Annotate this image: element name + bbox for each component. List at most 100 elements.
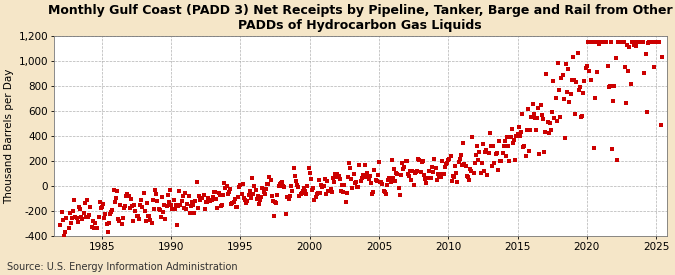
Point [358,173,369,177]
Point [194,197,205,202]
Point [174,188,185,193]
Point [421,181,432,185]
Point [159,202,169,207]
Point [366,181,377,185]
Point [137,205,148,209]
Point [83,215,94,219]
Point [644,40,655,45]
Point [639,70,650,75]
Point [618,40,629,45]
Point [508,141,518,146]
Point [513,125,524,129]
Point [122,192,133,197]
Point [158,210,169,214]
Point [329,180,340,185]
Point [271,200,281,205]
Point [270,200,281,204]
Point [150,188,161,192]
Point [303,166,314,170]
Point [296,191,307,195]
Point [202,199,213,204]
Title: Monthly Gulf Coast (PADD 3) Net Receipts by Pipeline, Tanker, Barge and Rail fro: Monthly Gulf Coast (PADD 3) Net Receipts… [48,4,672,32]
Point [261,187,271,192]
Point [257,185,268,190]
Point [192,205,203,210]
Point [304,171,315,175]
Point [620,65,630,69]
Point [450,164,460,168]
Point [524,127,535,132]
Point [462,175,473,180]
Point [473,158,484,163]
Point [145,218,156,222]
Point [235,182,246,187]
Point [649,40,660,45]
Point [600,40,611,45]
Point [61,215,72,220]
Point [589,146,599,150]
Point [337,183,348,187]
Point [468,170,479,175]
Point [497,151,508,156]
Point [223,190,234,194]
Point [433,174,444,179]
Point [79,201,90,206]
Point [153,207,164,211]
Point [197,196,208,200]
Point [160,217,171,221]
Point [490,152,501,156]
Point [182,202,193,206]
Point [285,193,296,198]
Point [626,40,637,45]
Point [82,198,92,202]
Point [103,230,113,234]
Point [545,128,556,132]
Point [482,173,493,177]
Point [485,144,496,148]
Point [254,202,265,206]
Point [331,175,342,179]
Point [509,138,520,143]
Point [290,179,301,183]
Point [556,76,567,81]
Point [292,182,302,187]
Point [355,179,366,184]
Point [86,225,97,229]
Point [517,111,528,116]
Point [265,178,276,183]
Point [599,40,610,45]
Point [583,40,593,45]
Point [92,226,103,230]
Point [377,182,388,186]
Point [571,80,582,85]
Point [168,198,179,202]
Point [615,40,626,45]
Point [498,144,509,148]
Point [495,158,506,163]
Point [294,194,304,199]
Point [352,185,362,189]
Point [477,141,488,146]
Point [435,172,446,176]
Point [532,116,543,121]
Point [656,54,667,59]
Point [624,45,635,49]
Point [346,176,356,181]
Point [217,203,227,207]
Point [460,164,471,168]
Point [549,116,560,120]
Point [321,192,331,196]
Point [144,213,155,218]
Point [77,216,88,221]
Point [70,214,81,219]
Point [78,210,89,215]
Point [408,183,419,187]
Point [116,222,127,226]
Point [147,198,158,202]
Point [604,83,615,88]
Point [452,180,463,184]
Point [361,174,372,179]
Point [458,141,468,145]
Point [85,205,96,210]
Point [131,214,142,218]
